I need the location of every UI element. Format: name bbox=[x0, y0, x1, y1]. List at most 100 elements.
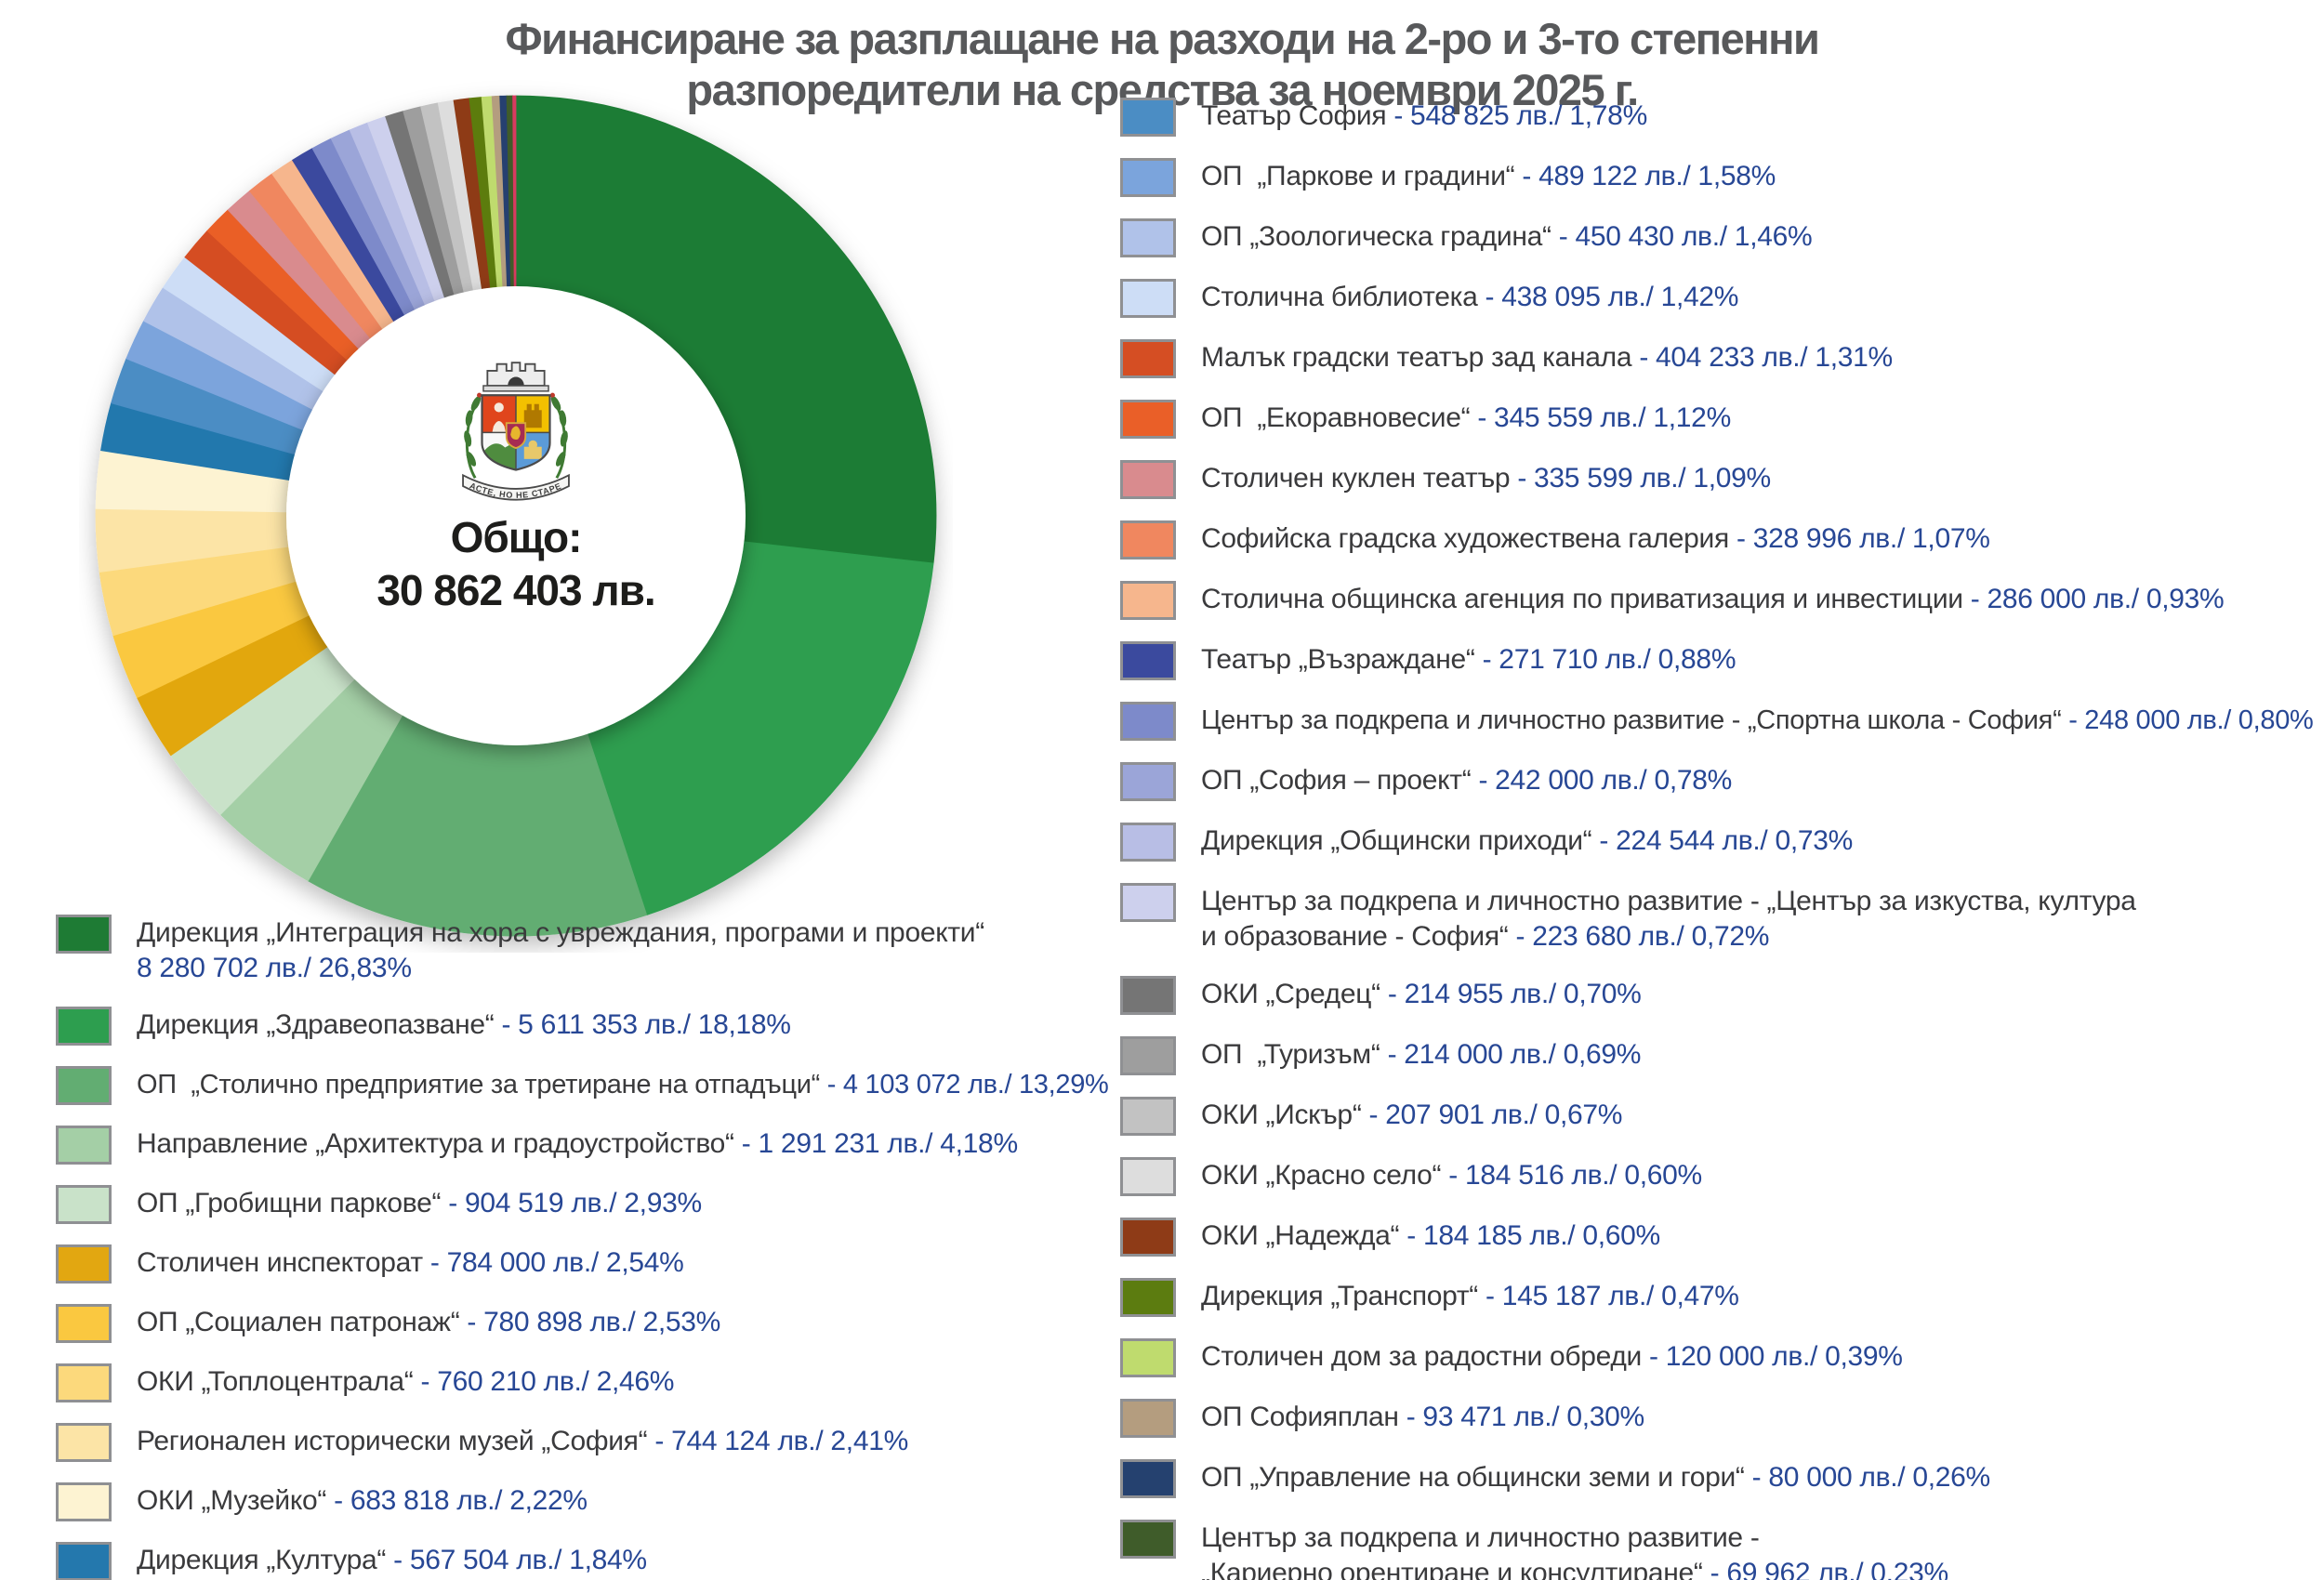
legend-color-swatch bbox=[1120, 823, 1176, 862]
legend-item: ОП „Гробищни паркове“ - 904 519 лв./ 2,9… bbox=[56, 1185, 1109, 1224]
legend-label: Софийска градска художествена галерия bbox=[1201, 523, 1729, 554]
legend-item: Столична библиотека - 438 095 лв./ 1,42% bbox=[1120, 279, 2314, 318]
legend-left-column: Дирекция „Интеграция на хора с увреждани… bbox=[56, 915, 1109, 1580]
legend-label: ОП „Социален патронаж“ bbox=[137, 1307, 460, 1337]
legend-value: 8 280 702 лв./ 26,83% bbox=[137, 953, 412, 983]
legend-text: Театър „Възраждане“ - 271 710 лв./ 0,88% bbox=[1201, 642, 1736, 678]
legend-color-swatch bbox=[56, 1542, 112, 1580]
legend-value: - 345 559 лв./ 1,12% bbox=[1470, 402, 1731, 433]
legend-label: ОП Софияплан bbox=[1201, 1402, 1399, 1432]
legend-color-swatch bbox=[56, 1423, 112, 1462]
legend-value: - 404 233 лв./ 1,31% bbox=[1631, 342, 1893, 373]
legend-item: ОКИ „Музейко“ - 683 818 лв./ 2,22% bbox=[56, 1482, 1109, 1521]
legend-value: - 214 000 лв./ 0,69% bbox=[1380, 1039, 1642, 1070]
legend-color-swatch bbox=[56, 1126, 112, 1165]
legend-item: Театър София - 548 825 лв./ 1,78% bbox=[1120, 98, 2314, 137]
legend-text: Център за подкрепа и личностно развитие … bbox=[1201, 884, 2136, 955]
legend-label: Дирекция „Интеграция на хора с увреждани… bbox=[137, 917, 984, 948]
legend-text: ОП „Екоравновесие“ - 345 559 лв./ 1,12% bbox=[1201, 401, 1731, 436]
legend-text: ОП „Социален патронаж“ - 780 898 лв./ 2,… bbox=[137, 1305, 720, 1340]
legend-text: Дирекция „Общински приходи“ - 224 544 лв… bbox=[1201, 823, 1853, 859]
legend-item: Дирекция „Култура“ - 567 504 лв./ 1,84% bbox=[56, 1542, 1109, 1580]
legend-color-swatch bbox=[1120, 581, 1176, 620]
legend-label: ОКИ „Средец“ bbox=[1201, 979, 1380, 1009]
page-title: Финансиране за разплащане на разходи на … bbox=[0, 13, 2324, 116]
legend-value: - 450 430 лв./ 1,46% bbox=[1551, 221, 1813, 252]
legend-item: Столична общинска агенция по приватизаци… bbox=[1120, 581, 2314, 620]
legend-item: Дирекция „Общински приходи“ - 224 544 лв… bbox=[1120, 823, 2314, 862]
legend-item: ОКИ „Искър“ - 207 901 лв./ 0,67% bbox=[1120, 1097, 2314, 1136]
legend-color-swatch bbox=[1120, 400, 1176, 439]
legend-label: ОКИ „Искър“ bbox=[1201, 1099, 1362, 1130]
legend-value: - 780 898 лв./ 2,53% bbox=[459, 1307, 721, 1337]
laurel-right-icon bbox=[549, 392, 568, 480]
legend-item: ОП „София – проект“ - 242 000 лв./ 0,78% bbox=[1120, 762, 2314, 801]
legend-color-swatch bbox=[56, 1185, 112, 1224]
legend-item: Център за подкрепа и личностно развитие … bbox=[1120, 702, 2314, 741]
legend-text: Малък градски театър зад канала - 404 23… bbox=[1201, 340, 1893, 375]
legend-color-swatch bbox=[1120, 641, 1176, 680]
legend-item: Направление „Архитектура и градоустройст… bbox=[56, 1126, 1109, 1165]
legend-color-swatch bbox=[1120, 1097, 1176, 1136]
legend-value: - 184 185 лв./ 0,60% bbox=[1399, 1220, 1660, 1251]
legend-text: Столичен дом за радостни обреди - 120 00… bbox=[1201, 1339, 1903, 1375]
legend-item: Малък градски театър зад канала - 404 23… bbox=[1120, 339, 2314, 378]
legend-item: ОП „Туризъм“ - 214 000 лв./ 0,69% bbox=[1120, 1036, 2314, 1075]
legend-item: Дирекция „Транспорт“ - 145 187 лв./ 0,47… bbox=[1120, 1278, 2314, 1317]
legend-value: - 207 901 лв./ 0,67% bbox=[1361, 1099, 1623, 1130]
legend-text: ОКИ „Музейко“ - 683 818 лв./ 2,22% bbox=[137, 1483, 588, 1519]
legend-item: Театър „Възраждане“ - 271 710 лв./ 0,88% bbox=[1120, 641, 2314, 680]
legend-item: ОП „Управление на общински земи и гори“ … bbox=[1120, 1459, 2314, 1498]
legend-item: Столичен дом за радостни обреди - 120 00… bbox=[1120, 1338, 2314, 1377]
legend-item: ОП „Социален патронаж“ - 780 898 лв./ 2,… bbox=[56, 1304, 1109, 1343]
legend-item: Софийска градска художествена галерия - … bbox=[1120, 520, 2314, 560]
legend-value: - 1 291 231 лв./ 4,18% bbox=[733, 1128, 1018, 1159]
legend-text: Направление „Архитектура и градоустройст… bbox=[137, 1126, 1018, 1162]
legend-value: - 214 955 лв./ 0,70% bbox=[1380, 979, 1642, 1009]
legend-text: ОП „Зоологическа градина“ - 450 430 лв./… bbox=[1201, 219, 1813, 255]
legend-text: Дирекция „Здравеопазване“ - 5 611 353 лв… bbox=[137, 1007, 791, 1043]
legend-value: - 93 471 лв./ 0,30% bbox=[1398, 1402, 1645, 1432]
legend-value: - 242 000 лв./ 0,78% bbox=[1471, 765, 1733, 796]
legend-item: ОКИ „Красно село“ - 184 516 лв./ 0,60% bbox=[1120, 1157, 2314, 1196]
legend-label: Театър „Възраждане“ bbox=[1201, 644, 1475, 675]
legend-label: ОП „Управление на общински земи и гори“ bbox=[1201, 1462, 1745, 1493]
legend-color-swatch bbox=[1120, 762, 1176, 801]
legend-value: - 548 825 лв./ 1,78% bbox=[1386, 100, 1647, 131]
legend-color-swatch bbox=[1120, 158, 1176, 197]
legend-color-swatch bbox=[1120, 520, 1176, 560]
legend-label: ОКИ „Надежда“ bbox=[1201, 1220, 1400, 1251]
legend-color-swatch bbox=[1120, 883, 1176, 922]
donut-chart: РАСТЕ, НО НЕ СТАРЕЕ Общо: 30 862 403 лв. bbox=[79, 79, 953, 953]
legend-value: - 223 680 лв./ 0,72% bbox=[1508, 921, 1770, 952]
legend-item: ОП „Зоологическа градина“ - 450 430 лв./… bbox=[1120, 218, 2314, 257]
legend-item: Център за подкрепа и личностно развитие … bbox=[1120, 883, 2314, 955]
legend-color-swatch bbox=[1120, 1459, 1176, 1498]
legend-label: ОП „София – проект“ bbox=[1201, 765, 1472, 796]
legend-label: ОП „Зоологическа градина“ bbox=[1201, 221, 1552, 252]
legend-label: Направление „Архитектура и градоустройст… bbox=[137, 1128, 734, 1159]
legend-label: Дирекция „Транспорт“ bbox=[1201, 1281, 1478, 1311]
legend-color-swatch bbox=[56, 1007, 112, 1046]
crown-icon bbox=[482, 362, 549, 392]
legend-text: ОКИ „Топлоцентрала“ - 760 210 лв./ 2,46% bbox=[137, 1364, 674, 1400]
legend-color-swatch bbox=[1120, 279, 1176, 318]
legend-color-swatch bbox=[1120, 339, 1176, 378]
legend-item: Център за подкрепа и личностно развитие … bbox=[1120, 1520, 2314, 1580]
legend-item: Столичен инспекторат - 784 000 лв./ 2,54… bbox=[56, 1244, 1109, 1284]
legend-item: Дирекция „Интеграция на хора с увреждани… bbox=[56, 915, 1109, 986]
legend-text: Център за подкрепа и личностно развитие … bbox=[1201, 703, 2314, 738]
legend-value: - 328 996 лв./ 1,07% bbox=[1728, 523, 1990, 554]
legend-item: ОП „Столично предприятие за третиране на… bbox=[56, 1066, 1109, 1105]
legend-label: Регионален исторически музей „София“ bbox=[137, 1426, 648, 1456]
legend-color-swatch bbox=[56, 1363, 112, 1402]
donut-total-value: 30 862 403 лв. bbox=[376, 565, 655, 614]
legend-label: Столична общинска агенция по приватизаци… bbox=[1201, 584, 1963, 614]
legend-text: Столичен куклен театър - 335 599 лв./ 1,… bbox=[1201, 461, 1771, 496]
legend-text: Дирекция „Култура“ - 567 504 лв./ 1,84% bbox=[137, 1543, 647, 1578]
legend-value: - 69 962 лв./ 0,23% bbox=[1702, 1558, 1949, 1580]
legend-color-swatch bbox=[1120, 1520, 1176, 1559]
legend-color-swatch bbox=[1120, 460, 1176, 499]
legend-value: - 286 000 лв./ 0,93% bbox=[1962, 584, 2225, 614]
legend-label: Дирекция „Здравеопазване“ bbox=[137, 1009, 495, 1040]
